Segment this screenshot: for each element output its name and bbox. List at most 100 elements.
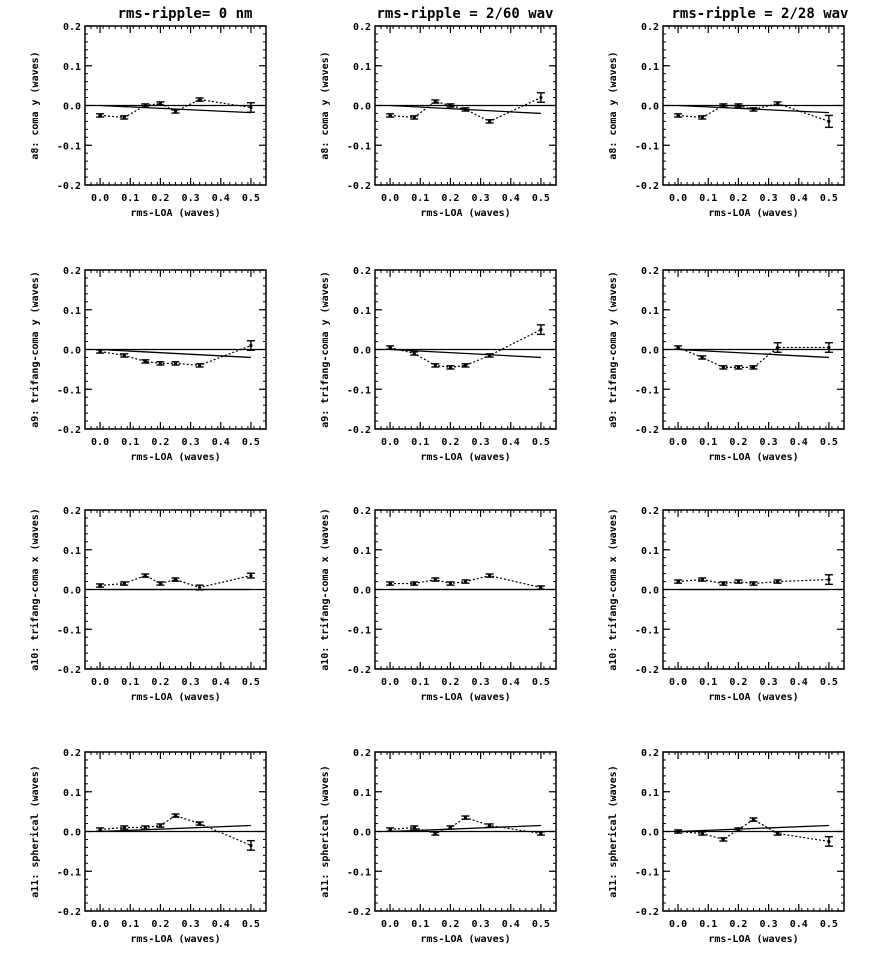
data-marker: [249, 843, 253, 848]
y-tick-label: 0.2: [353, 22, 371, 33]
data-marker: [173, 109, 178, 114]
data-point: [536, 585, 545, 590]
data-point: [485, 823, 494, 828]
x-axis-label: rms-LOA (waves): [420, 692, 510, 703]
panel-r3-c3: -0.2 -0.1 0.0 0.1 0.2 0.0 0.1 0.2 0.3 0.4 0.5 rms-L…: [607, 506, 845, 703]
data-marker: [448, 365, 453, 369]
data-marker: [433, 99, 437, 104]
panel-r2-c3: -0.2 -0.1 0.0 0.1 0.2 0.0 0.1 0.2 0.3 0.4 0.5 rms-L…: [607, 266, 845, 463]
data-marker: [488, 119, 492, 123]
y-tick-label: 0.2: [353, 266, 371, 277]
y-tick-label: -0.1: [347, 625, 371, 636]
data-point: [431, 99, 440, 104]
y-tick-label: 0.0: [353, 102, 371, 113]
data-marker: [539, 328, 543, 332]
data-point: [386, 827, 395, 832]
y-tick-label: -0.1: [635, 385, 659, 396]
y-tick-label: -0.2: [57, 907, 81, 918]
x-axis-label: rms-LOA (waves): [130, 452, 220, 463]
data-point: [156, 581, 165, 586]
data-marker: [751, 365, 756, 369]
y-tick-label: 0.2: [641, 506, 659, 517]
data-marker: [676, 113, 680, 118]
x-axis-label: rms-LOA (waves): [420, 208, 510, 219]
data-marker: [700, 355, 704, 360]
y-tick-label: 0.1: [63, 788, 81, 799]
y-tick-label: 0.0: [641, 586, 659, 597]
data-point: [386, 113, 395, 118]
y-tick-label: -0.2: [635, 425, 659, 436]
data-marker: [388, 345, 392, 350]
data-point: [446, 581, 455, 586]
panel-r1-c2: -0.2 -0.1 0.0 0.1 0.2 0.0 0.1 0.2 0.3 0.4 0.5 rms-L…: [320, 22, 557, 219]
data-marker: [412, 581, 416, 586]
x-tick-label: 0.4: [790, 919, 808, 930]
data-marker: [448, 103, 453, 108]
data-point: [246, 839, 255, 851]
data-point: [749, 365, 758, 370]
fit-line: [100, 348, 251, 359]
data-point: [485, 353, 494, 358]
data-marker: [539, 585, 543, 590]
data-point: [410, 351, 419, 356]
y-tick-label: -0.1: [57, 625, 81, 636]
data-point: [734, 365, 743, 370]
y-tick-label: 0.0: [353, 346, 371, 357]
x-tick-label: 0.4: [502, 437, 520, 448]
y-tick-label: 0.2: [63, 506, 81, 517]
data-point: [485, 119, 494, 124]
data-marker: [198, 97, 202, 102]
x-axis-label: rms-LOA (waves): [708, 934, 798, 945]
data-marker: [700, 831, 704, 836]
y-tick-label: 0.2: [63, 748, 81, 759]
data-marker: [776, 101, 780, 106]
x-tick-label: 0.4: [212, 677, 230, 688]
data-point: [773, 342, 782, 353]
y-tick-label: 0.0: [63, 346, 81, 357]
data-marker: [412, 115, 416, 120]
data-marker: [736, 103, 741, 108]
data-point: [698, 577, 707, 582]
y-tick-label: 0.2: [353, 748, 371, 759]
data-marker: [463, 579, 468, 584]
data-marker: [463, 815, 468, 820]
x-tick-label: 0.4: [790, 437, 808, 448]
data-point: [195, 97, 204, 102]
y-tick-label: -0.2: [347, 907, 371, 918]
data-marker: [143, 825, 147, 830]
x-tick-label: 0.5: [242, 677, 260, 688]
data-marker: [433, 831, 437, 836]
x-tick-label: 0.3: [182, 437, 200, 448]
y-tick-label: -0.2: [57, 425, 81, 436]
y-axis-label: a8: coma y (waves): [608, 51, 619, 159]
data-marker: [776, 831, 780, 836]
data-marker: [388, 581, 392, 586]
panel-r4-c3: -0.2 -0.1 0.0 0.1 0.2 0.0 0.1 0.2 0.3 0.4 0.5 rms-L…: [607, 748, 845, 945]
data-point: [734, 103, 743, 108]
y-tick-label: 0.2: [353, 506, 371, 517]
data-marker: [98, 827, 102, 832]
data-point: [749, 817, 758, 822]
x-tick-label: 0.3: [182, 677, 200, 688]
y-tick-label: 0.0: [63, 586, 81, 597]
y-tick-label: -0.2: [635, 907, 659, 918]
x-tick-label: 0.0: [91, 919, 109, 930]
x-tick-label: 0.5: [532, 919, 550, 930]
x-tick-label: 0.3: [472, 437, 490, 448]
data-point: [824, 574, 833, 586]
x-tick-label: 0.2: [151, 437, 169, 448]
panel-r2-c1: -0.2 -0.1 0.0 0.1 0.2 0.0 0.1 0.2 0.3 0.4 0.5 rms-L…: [29, 266, 267, 463]
x-tick-label: 0.0: [669, 919, 687, 930]
column-title-2: rms-ripple = 2/60 wav: [376, 6, 553, 22]
data-series-line: [389, 329, 542, 368]
data-point: [431, 363, 440, 368]
x-tick-label: 0.5: [532, 193, 550, 204]
data-point: [141, 103, 150, 108]
data-marker: [249, 343, 253, 348]
data-point: [431, 577, 440, 582]
x-tick-label: 0.5: [532, 677, 550, 688]
y-tick-label: -0.2: [347, 425, 371, 436]
fit-line: [390, 824, 541, 833]
data-marker: [539, 831, 543, 836]
x-tick-label: 0.2: [441, 437, 459, 448]
